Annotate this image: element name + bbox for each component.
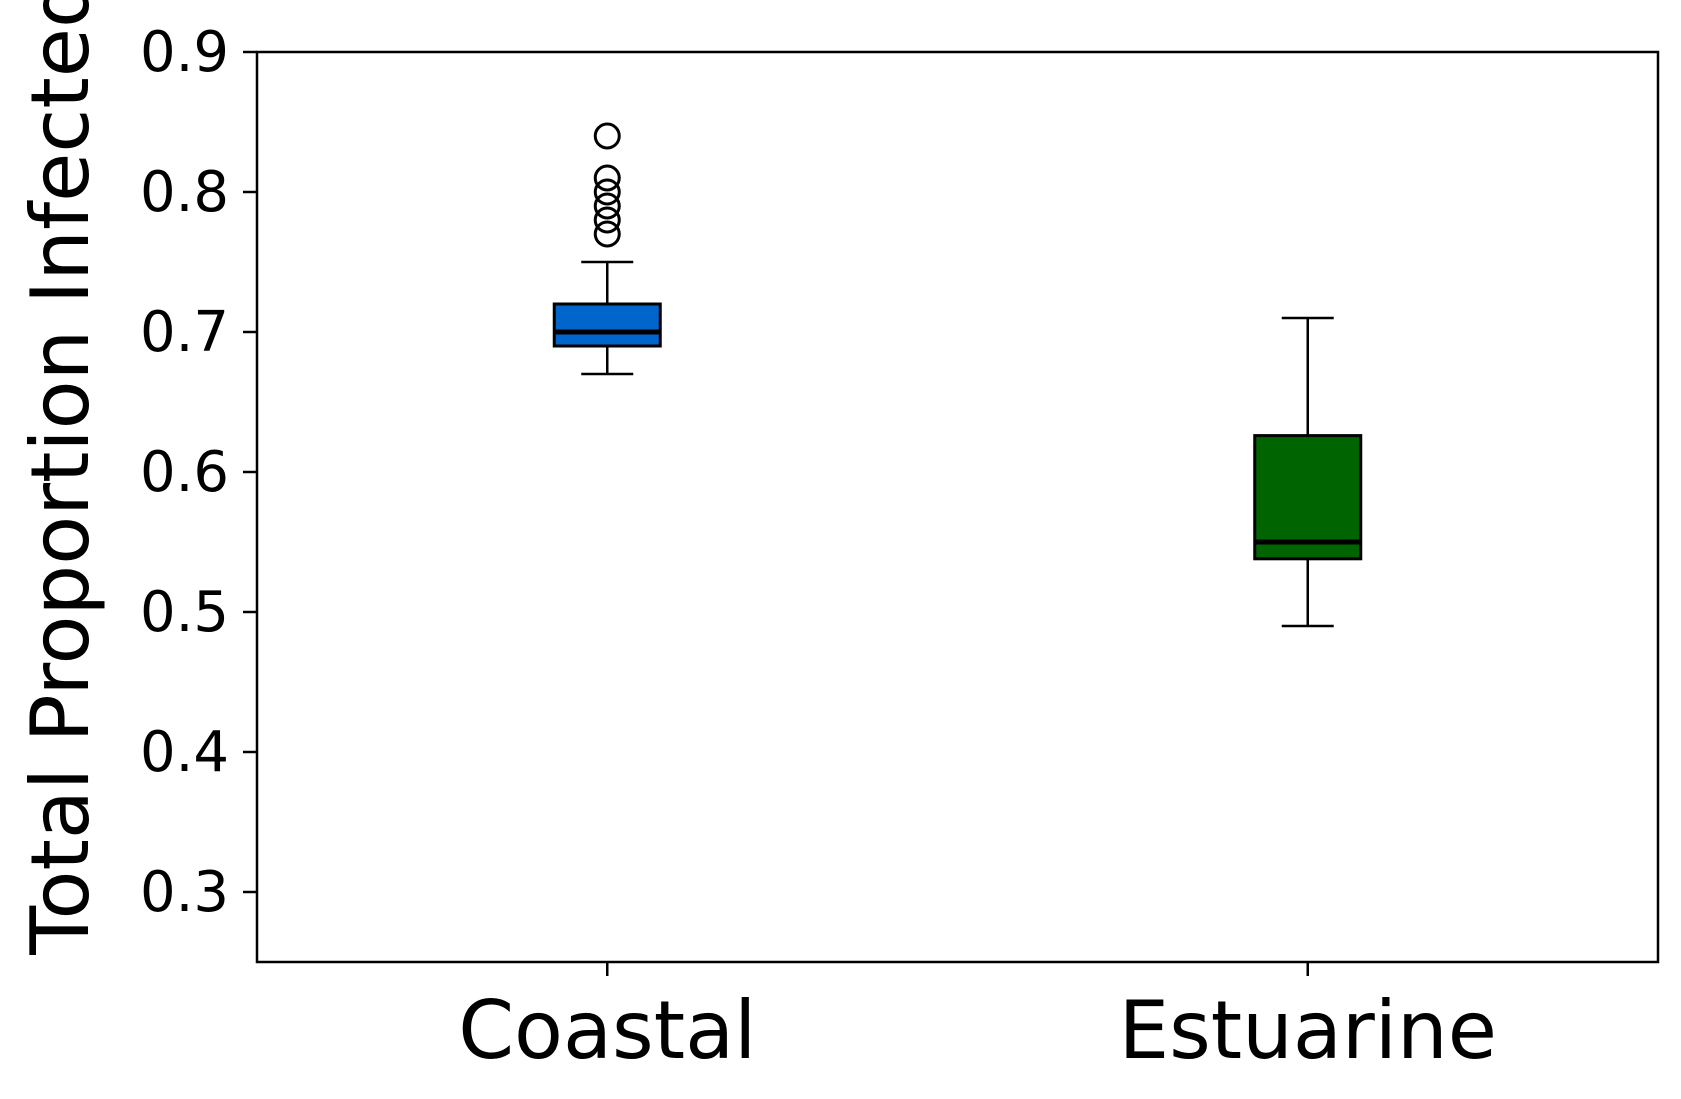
x-tick-label: Estuarine xyxy=(1119,984,1497,1077)
y-axis-label: Total Proportion Infected xyxy=(14,0,107,956)
y-tick-label: 0.4 xyxy=(140,720,229,785)
y-axis-ticks: 0.3 0.4 0.5 0.6 0.7 0.8 0.9 xyxy=(140,20,257,925)
y-tick-label: 0.8 xyxy=(140,160,229,225)
box-iqr xyxy=(552,302,662,348)
y-tick-label: 0.6 xyxy=(140,440,229,505)
x-tick-label: Coastal xyxy=(458,984,756,1077)
y-tick-label: 0.3 xyxy=(140,860,229,925)
outlier-point xyxy=(593,164,621,192)
y-tick-label: 0.7 xyxy=(140,300,229,365)
y-tick-label: 0.5 xyxy=(140,580,229,645)
box-coastal xyxy=(552,122,662,376)
outlier-point xyxy=(593,220,621,248)
box-iqr xyxy=(1253,434,1363,561)
y-tick-label: 0.9 xyxy=(140,20,229,85)
outlier-point xyxy=(593,178,621,206)
outlier-point xyxy=(593,122,621,150)
x-axis-ticks: Coastal Estuarine xyxy=(458,962,1497,1077)
outlier-point xyxy=(593,206,621,234)
plot-frame xyxy=(255,50,1660,964)
outlier-point xyxy=(593,192,621,220)
box-series xyxy=(552,122,1363,628)
box-estuarine xyxy=(1253,316,1363,628)
